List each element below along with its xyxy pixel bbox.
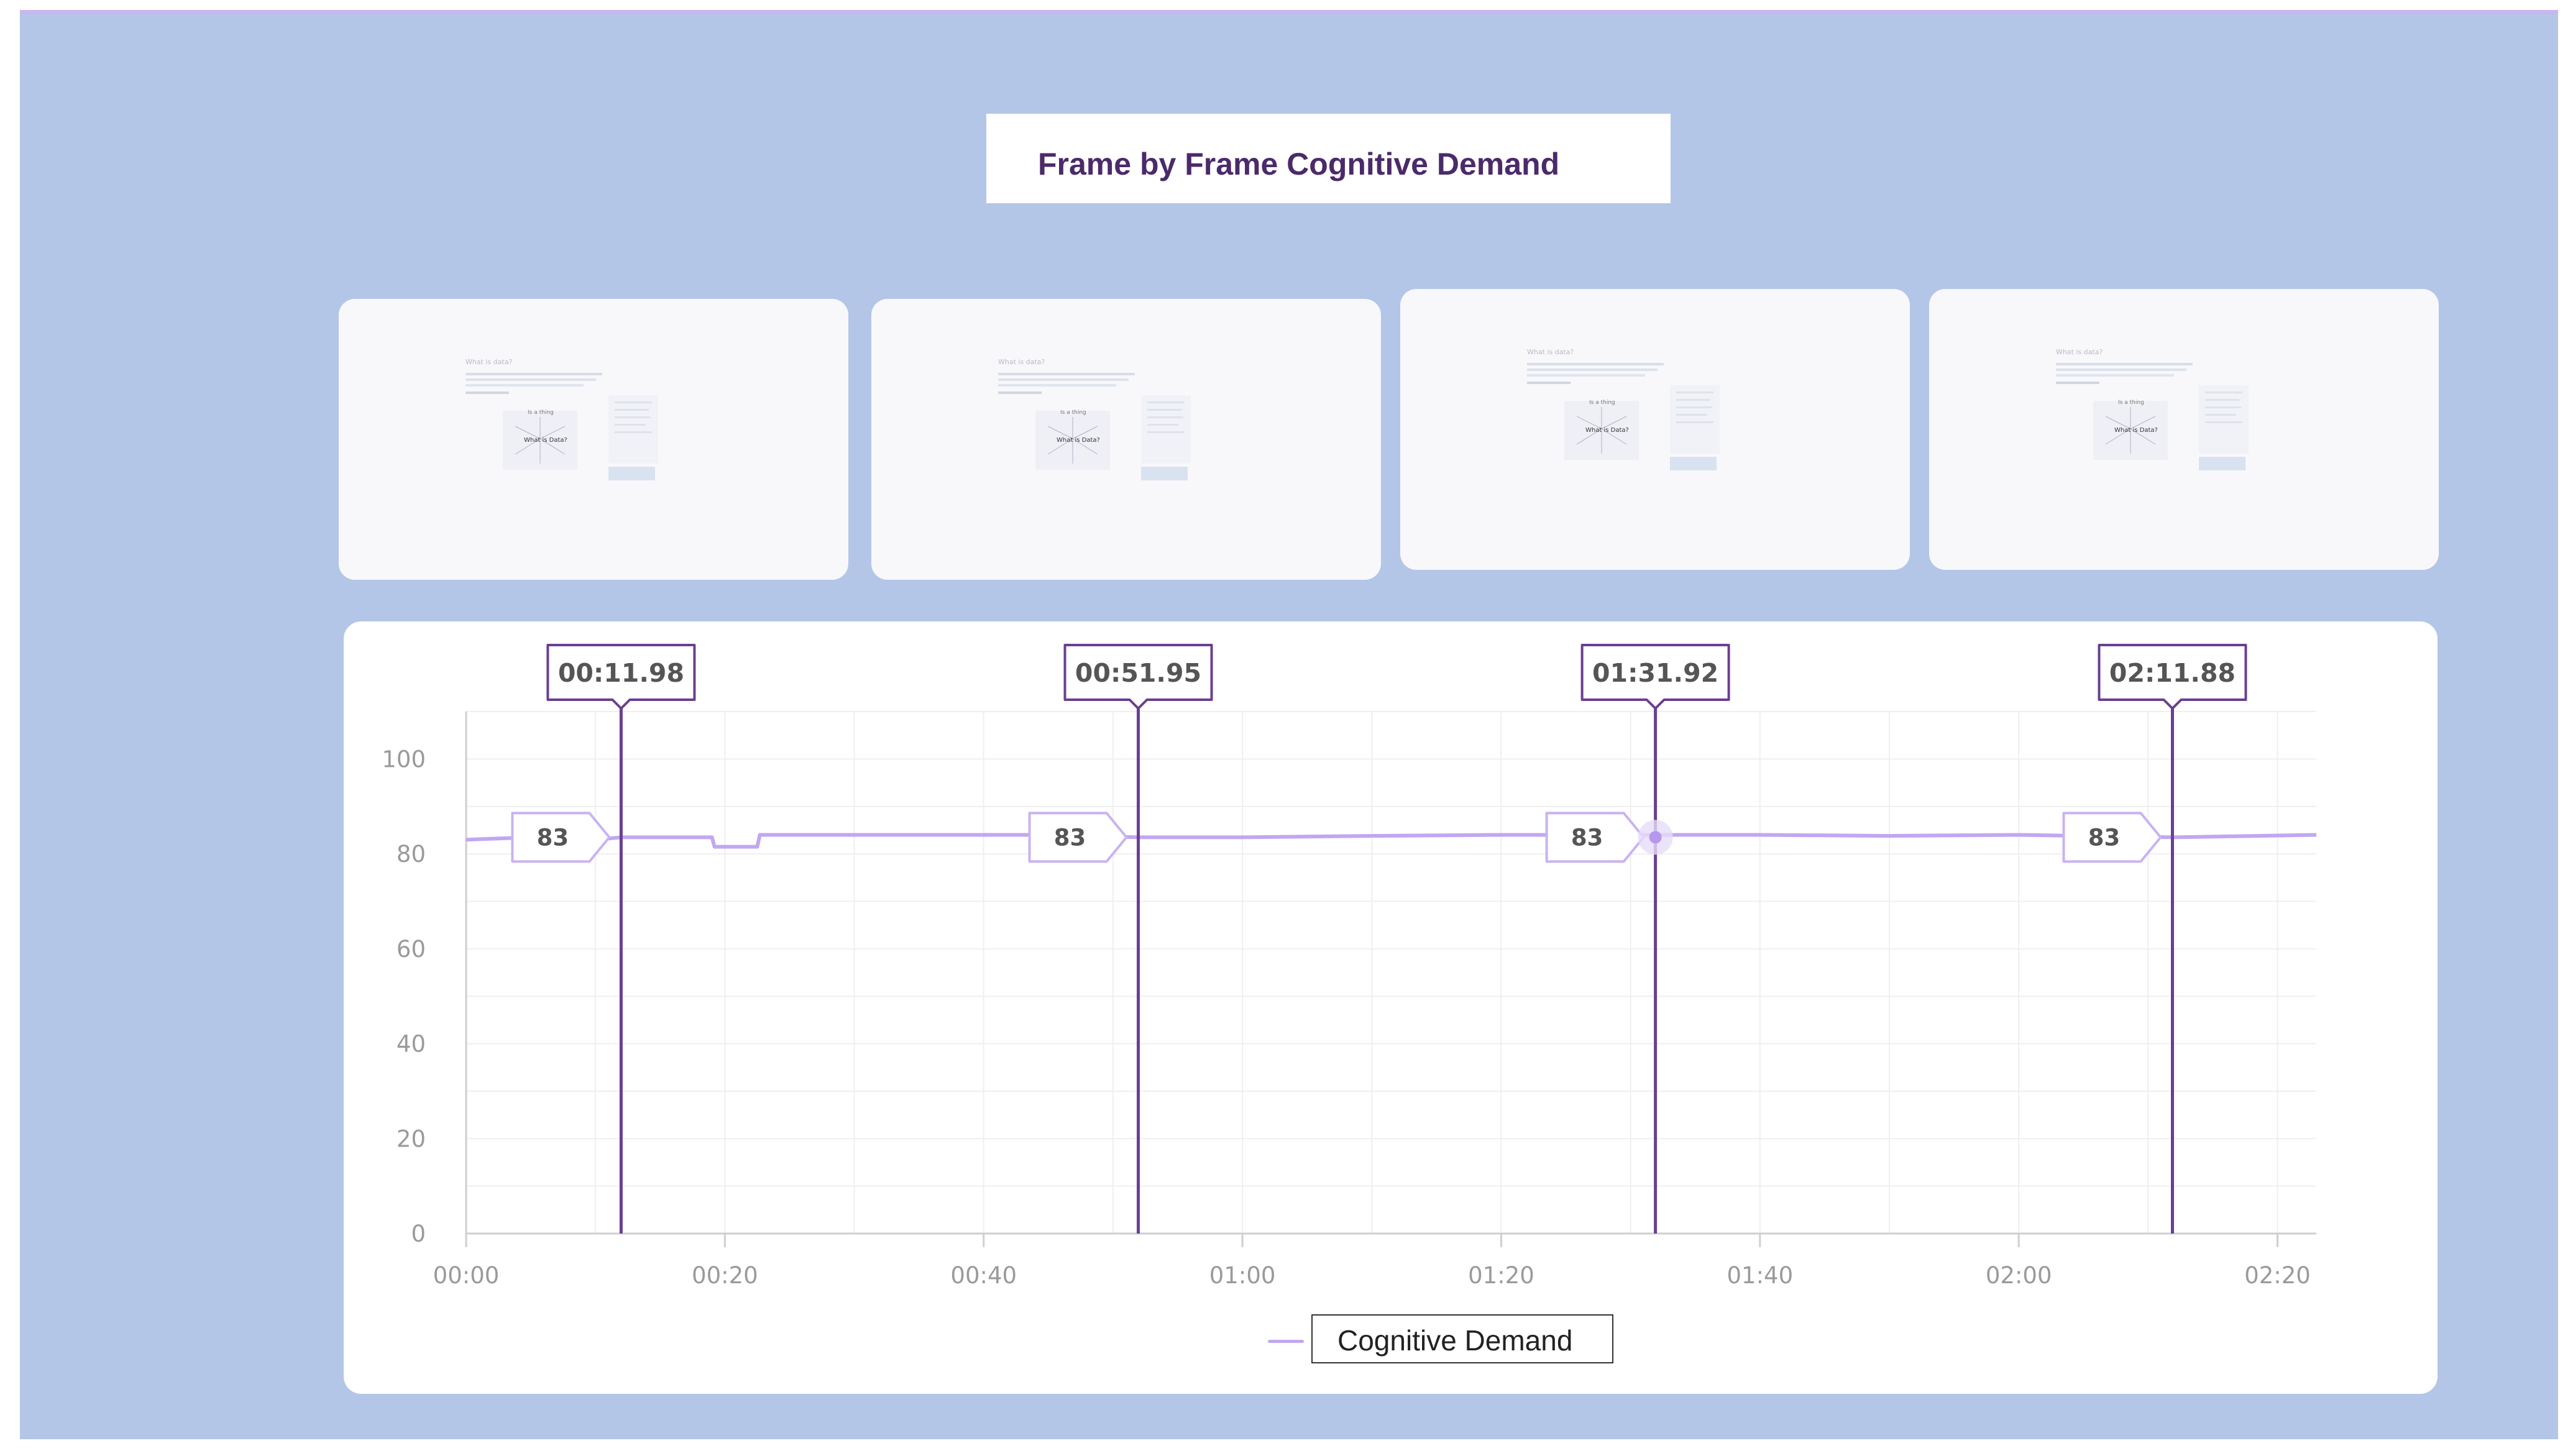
x-tick-label: 00:40 [950, 1262, 1017, 1289]
title-box: Frame by Frame Cognitive Demand [986, 114, 1671, 203]
value-callout [2062, 812, 2162, 863]
value-callout [511, 812, 611, 863]
page-title: Frame by Frame Cognitive Demand [1038, 147, 1560, 181]
frame-thumbnail-2[interactable]: What is data? Is a thing What is Data? [871, 299, 1381, 580]
frame-thumbnail-4[interactable]: What is data? Is a thing What is Data? [1929, 289, 2439, 570]
x-tick-label: 02:00 [1986, 1262, 2052, 1289]
y-tick-label: 20 [397, 1125, 426, 1152]
x-tick-label: 01:00 [1209, 1262, 1276, 1289]
chart-card [344, 621, 2438, 1394]
center-label: What is Data? [2114, 427, 2158, 434]
timestamp-label: 02:11.88 [2109, 658, 2236, 688]
slide-preview: What is data? Is a thing What is Data? [1527, 348, 1720, 470]
x-tick-label: 01:20 [1468, 1262, 1534, 1289]
slide-preview: What is data? Is a thing What is Data? [466, 358, 658, 480]
slide-heading: What is data? [466, 358, 512, 366]
axes: 0 20 40 60 80 100 00:00 00:20 00:40 01:00 01:20 01:… [382, 712, 2316, 1289]
timestamp-callout [1063, 644, 1213, 710]
x-tick-label: 00:00 [433, 1262, 500, 1289]
top-label: Is a thing [1060, 410, 1086, 416]
timestamp-label: 01:31.92 [1592, 658, 1718, 688]
legend[interactable]: Cognitive Demand [1311, 1314, 1613, 1363]
frame-thumbnail-3[interactable]: What is data? Is a thing What is Data? [1400, 289, 1910, 570]
value-label: 83 [2088, 824, 2121, 851]
center-label: What is Data? [524, 437, 567, 444]
value-label: 83 [537, 824, 569, 851]
y-tick-label: 100 [382, 746, 426, 772]
top-label: Is a thing [2118, 400, 2144, 406]
series-layer [466, 833, 2317, 849]
x-tick-label: 00:20 [692, 1262, 758, 1289]
grid [466, 711, 2316, 1234]
top-label: Is a thing [528, 410, 554, 416]
value-label: 83 [1571, 824, 1603, 851]
y-tick-label: 0 [411, 1220, 426, 1247]
timestamp-callout [2098, 644, 2247, 710]
value-callout [1545, 812, 1645, 863]
markers-layer: 00:11.98 83 00:51.95 83 01:31.92 83 02:11.88 83 [511, 644, 2247, 1234]
frame-thumbnail-1[interactable]: What is data? Is a thing What is Data? [339, 299, 848, 580]
top-border [20, 10, 2558, 14]
hover-point [1649, 831, 1662, 844]
center-label: What is Data? [1057, 437, 1100, 444]
value-callout [1028, 812, 1128, 863]
y-tick-label: 80 [397, 841, 426, 868]
slide-heading: What is data? [2056, 348, 2103, 356]
timestamp-label: 00:51.95 [1075, 658, 1201, 688]
top-label: Is a thing [1589, 400, 1615, 406]
x-tick-label: 01:40 [1727, 1262, 1793, 1289]
timestamp-label: 00:11.98 [558, 658, 684, 688]
slide-preview: What is data? Is a thing What is Data? [998, 358, 1191, 480]
value-label: 83 [1054, 824, 1086, 851]
legend-swatch [1268, 1340, 1304, 1343]
timestamp-callout [546, 644, 696, 710]
x-tick-label: 02:20 [2244, 1262, 2311, 1289]
slide-heading: What is data? [1527, 348, 1574, 356]
timestamp-callout [1580, 644, 1730, 710]
y-tick-label: 60 [397, 936, 426, 963]
legend-label: Cognitive Demand [1337, 1324, 1573, 1357]
slide-preview: What is data? Is a thing What is Data? [2056, 348, 2249, 470]
cognitive-demand-line [466, 833, 2317, 849]
center-label: What is Data? [1585, 427, 1629, 434]
y-tick-label: 40 [397, 1031, 426, 1058]
slide-heading: What is data? [998, 358, 1045, 366]
